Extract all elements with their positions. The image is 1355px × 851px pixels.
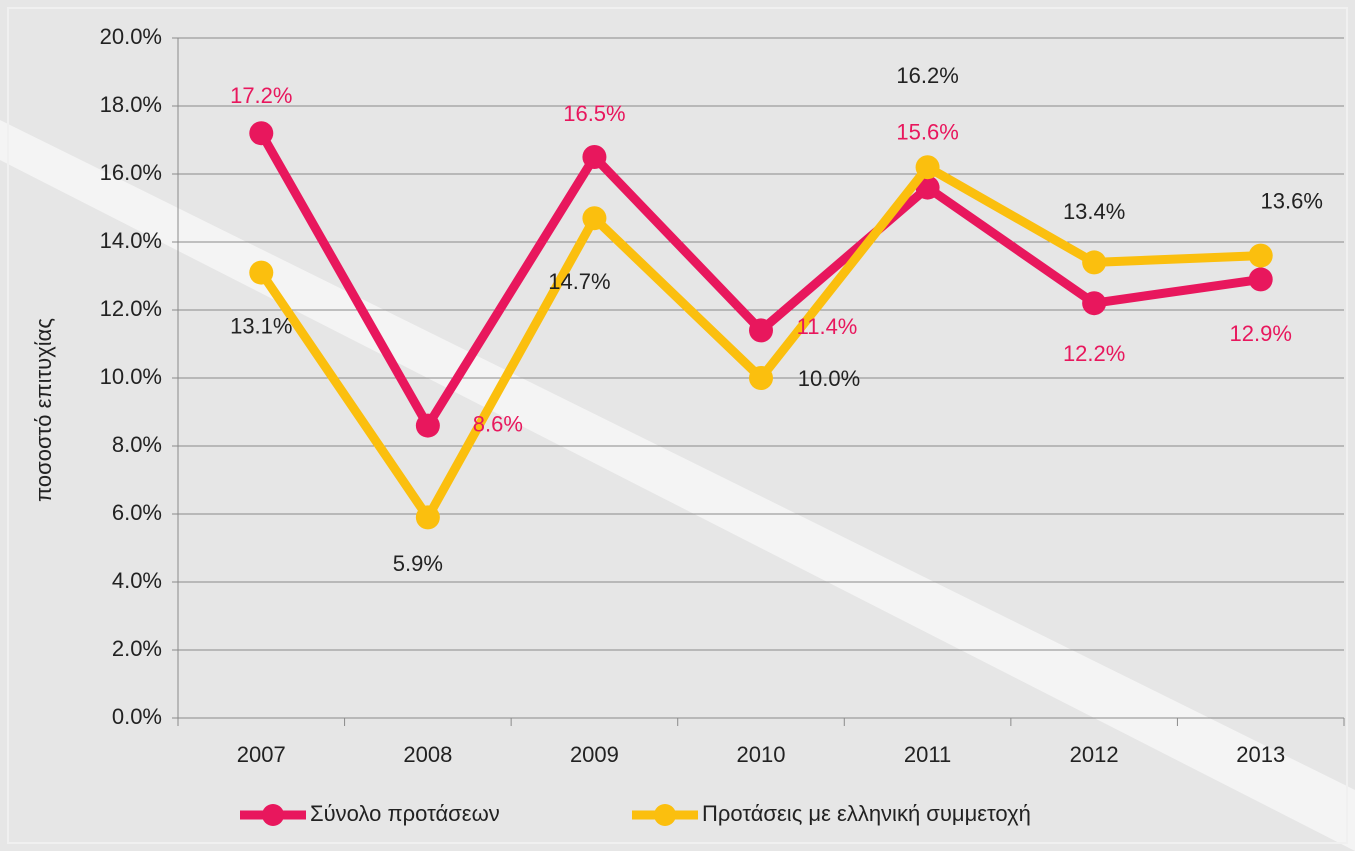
x-tick-label: 2007 [237,742,286,767]
point [1248,267,1273,292]
data-label: 16.5% [563,101,625,126]
x-tick-label: 2008 [403,742,452,767]
y-tick-label: 18.0% [100,92,162,117]
data-label: 10.0% [798,366,860,391]
data-label: 12.2% [1063,341,1125,366]
point [415,413,440,438]
data-label: 16.2% [896,63,958,88]
point [415,505,440,530]
y-tick-label: 20.0% [100,24,162,49]
x-tick-label: 2009 [570,742,619,767]
y-tick-label: 6.0% [112,500,162,525]
point [1082,291,1107,316]
y-tick-label: 4.0% [112,568,162,593]
point [1248,243,1273,268]
legend-label: Προτάσεις με ελληνική συμμετοχή [702,801,1031,826]
point [249,260,274,285]
data-label: 12.9% [1230,321,1292,346]
data-label: 11.4% [797,314,858,339]
x-tick-label: 2012 [1070,742,1119,767]
data-label: 13.1% [230,313,292,338]
y-tick-label: 2.0% [112,636,162,661]
legend-marker [654,804,676,826]
y-tick-label: 14.0% [100,228,162,253]
data-label: 13.6% [1261,188,1323,213]
legend-marker [262,804,284,826]
x-tick-label: 2013 [1236,742,1285,767]
data-label: 17.2% [230,83,292,108]
point [582,145,607,169]
y-tick-label: 8.0% [112,432,162,457]
point [1082,250,1107,275]
point [249,121,274,146]
y-tick-label: 10.0% [100,364,162,389]
decor-stripe [0,120,1355,851]
y-tick-label: 16.0% [100,160,162,185]
x-tick-label: 2011 [904,742,951,767]
x-tick-label: 2010 [737,742,786,767]
data-label: 8.6% [473,411,523,436]
data-label: 14.7% [548,269,610,294]
point [582,206,607,231]
y-axis-label: ποσοστό επιτυχίας [31,318,56,502]
point [915,155,940,180]
data-label: 5.9% [393,551,443,576]
y-tick-label: 12.0% [100,296,162,321]
y-tick-label: 0.0% [112,704,162,729]
data-label: 13.4% [1063,199,1125,224]
point [749,318,773,343]
point [749,366,773,390]
frame [7,7,1348,844]
data-label: 15.6% [896,119,958,144]
legend-label: Σύνολο προτάσεων [310,801,500,826]
